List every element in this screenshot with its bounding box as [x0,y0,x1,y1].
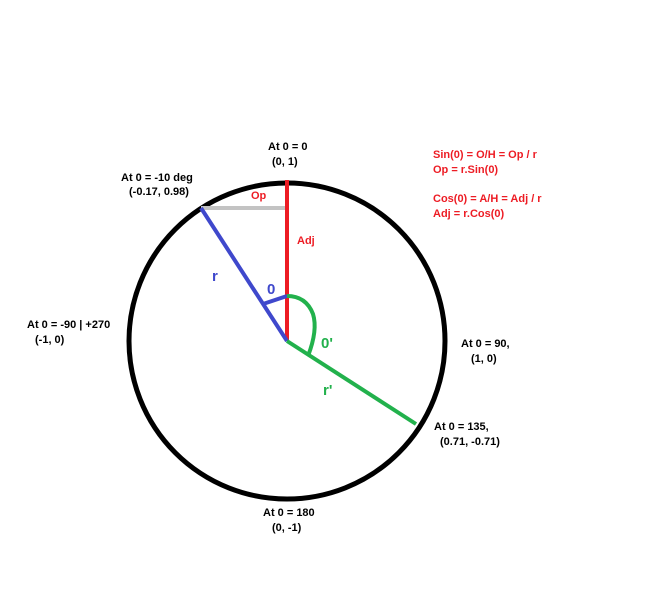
right-point-angle: At 0 = 90, [461,338,510,350]
minus10-point-coords: (-0.17, 0.98) [129,186,189,198]
adj-label: Adj [297,235,315,247]
p135-point-coords: (0.71, -0.71) [440,436,500,448]
sin-formula: Sin(0) = O/H = Op / r [433,149,538,161]
angle-theta-prime-arc [286,294,317,357]
top-point-coords: (0, 1) [272,156,298,168]
p135-point-angle: At 0 = 135, [434,421,489,433]
left-point-angle: At 0 = -90 | +270 [27,319,110,331]
minus10-point-angle: At 0 = -10 deg [121,172,193,184]
left-point-coords: (-1, 0) [35,334,65,346]
r-prime-label: r' [323,382,332,399]
adj-formula: Adj = r.Cos(0) [433,208,505,220]
r-label: r [212,268,218,285]
radius-r [199,206,289,343]
radius-r-prime [285,339,418,426]
top-point-angle: At 0 = 0 [268,141,307,153]
cos-formula: Cos(0) = A/H = Adj / r [433,193,542,205]
op-label: Op [251,190,267,202]
theta-prime-label: 0' [321,335,333,352]
right-point-coords: (1, 0) [471,353,497,365]
bottom-point-angle: At 0 = 180 [263,507,315,519]
op-formula: Op = r.Sin(0) [433,164,498,176]
bottom-point-coords: (0, -1) [272,522,302,534]
theta-label: 0 [267,281,275,298]
angle-theta-arc [262,294,288,306]
